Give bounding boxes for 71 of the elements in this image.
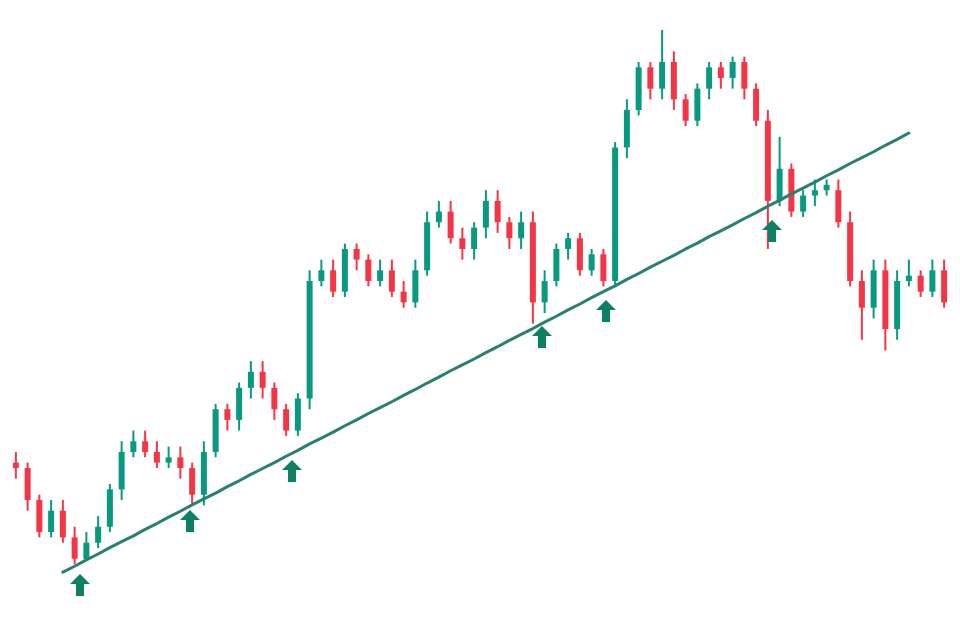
candlestick — [435, 199, 442, 229]
candlestick — [130, 429, 137, 459]
candlestick — [271, 381, 278, 421]
candlestick — [118, 440, 125, 502]
candlestick — [459, 226, 466, 261]
candlestick — [142, 429, 149, 459]
candlestick — [341, 242, 348, 299]
candlestick — [48, 499, 55, 539]
candlestick — [659, 28, 666, 101]
candlestick — [941, 258, 948, 309]
candlestick — [71, 525, 78, 566]
candlestick — [200, 440, 207, 507]
candlestick — [753, 82, 760, 128]
candlestick — [236, 381, 243, 432]
candlestick — [682, 93, 689, 128]
candlestick — [447, 199, 454, 245]
candlestick — [835, 178, 842, 229]
candlestick — [635, 60, 642, 117]
candlestick — [694, 82, 701, 128]
candlestick — [259, 360, 266, 400]
candlestick — [177, 445, 184, 480]
candlestick — [729, 55, 736, 90]
candlestick — [541, 269, 548, 315]
candlestick — [600, 247, 607, 288]
candlestick — [870, 258, 877, 320]
candlestick — [670, 50, 677, 112]
candlestick — [800, 189, 807, 218]
candlestick — [318, 258, 325, 288]
candlestick — [365, 253, 372, 288]
candlestick — [706, 60, 713, 101]
candlestick — [224, 402, 231, 432]
candlestick — [377, 258, 384, 288]
candlestick — [165, 445, 172, 469]
candlestick — [588, 247, 595, 277]
candlestick — [36, 493, 43, 539]
candlestick — [811, 178, 818, 208]
candlestick — [506, 215, 513, 250]
candlestick — [565, 231, 572, 261]
candlestick — [788, 162, 795, 218]
candlestick — [83, 531, 90, 560]
candlestick — [294, 392, 301, 437]
candlestick — [24, 461, 31, 512]
candlestick — [153, 440, 160, 469]
candlestick — [553, 242, 560, 288]
candlestick — [471, 221, 478, 261]
candlestick — [95, 515, 102, 550]
candlestick — [647, 60, 654, 101]
candlestick — [283, 402, 290, 437]
candlestick — [858, 269, 865, 341]
candlestick — [717, 60, 724, 90]
candlestick — [400, 280, 407, 309]
candlestick — [929, 258, 936, 299]
candlestick — [623, 98, 630, 160]
candlestick — [412, 258, 419, 309]
candlestick — [388, 258, 395, 299]
candlestick — [330, 258, 337, 299]
candlestick — [353, 242, 360, 272]
candlestick — [576, 231, 583, 277]
candlestick — [776, 135, 783, 208]
candlestick — [905, 258, 912, 288]
candlestick — [741, 55, 748, 101]
candlestick — [494, 189, 501, 234]
candlestick — [106, 483, 113, 534]
candlestick — [59, 499, 66, 544]
candlestick — [518, 210, 525, 250]
candlestick — [189, 461, 196, 507]
candlestick — [917, 269, 924, 299]
candlestick — [482, 189, 489, 240]
candlestick — [247, 360, 254, 400]
candlestick — [212, 402, 219, 459]
candlestick — [12, 450, 19, 480]
